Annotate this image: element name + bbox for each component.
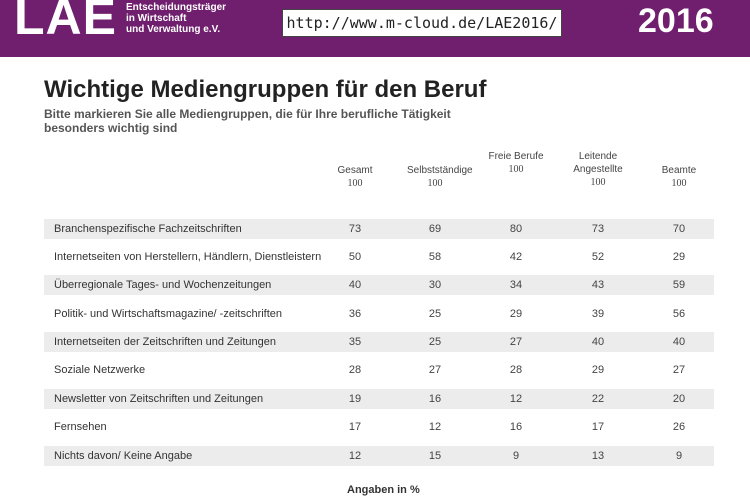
column-base: 100 xyxy=(427,178,443,189)
table-cell: 56 xyxy=(672,308,686,320)
row-label: Überregionale Tages- und Wochenzeitungen xyxy=(54,279,272,291)
table-row: Politik- und Wirtschaftsmagazine/ -zeits… xyxy=(44,304,714,324)
table-cell: 34 xyxy=(509,279,523,291)
table-cell: 19 xyxy=(348,393,362,405)
table-cell: 9 xyxy=(675,450,683,462)
chart-subtitle: Bitte markieren Sie alle Mediengruppen, … xyxy=(44,107,451,135)
table-cell: 17 xyxy=(348,421,362,433)
table-cell: 12 xyxy=(348,450,362,462)
table-cell: 12 xyxy=(428,421,442,433)
table-cell: 29 xyxy=(509,308,523,320)
table-cell: 42 xyxy=(509,251,523,263)
row-label: Internetseiten von Herstellern, Händlern… xyxy=(54,251,322,263)
chart-title: Wichtige Mediengruppen für den Beruf xyxy=(44,76,487,103)
table-cell: 29 xyxy=(591,364,605,376)
table-row: Newsletter von Zeitschriften und Zeitung… xyxy=(44,389,714,409)
table-row: Internetseiten von Herstellern, Händlern… xyxy=(44,247,714,267)
tagline-line: und Verwaltung e.V. xyxy=(126,24,221,35)
table-row: Fernsehen 17 12 16 17 26 xyxy=(44,417,714,437)
column-name: Selbstständige xyxy=(407,165,473,176)
table-cell: 27 xyxy=(672,364,686,376)
table-cell: 40 xyxy=(348,279,362,291)
table-cell: 22 xyxy=(591,393,605,405)
url-link[interactable]: http://www.m-cloud.de/LAE2016/ xyxy=(282,9,562,37)
column-name: Leitende Angestellte xyxy=(573,151,623,175)
lae-logo: LAE xyxy=(14,0,117,45)
row-label: Internetseiten der Zeitschriften und Zei… xyxy=(54,336,276,348)
logo-tagline: Entscheidungsträger in Wirtschaft und Ve… xyxy=(126,2,226,35)
table-cell: 29 xyxy=(672,251,686,263)
column-base: 100 xyxy=(590,177,606,188)
row-label: Nichts davon/ Keine Angabe xyxy=(54,450,193,462)
table-cell: 52 xyxy=(591,251,605,263)
column-header: Selbstständige 100 xyxy=(387,164,483,190)
table-cell: 16 xyxy=(509,421,523,433)
table-row: Soziale Netzwerke 28 27 28 29 27 xyxy=(44,360,714,380)
table-row: Überregionale Tages- und Wochenzeitungen… xyxy=(44,275,714,295)
table-cell: 26 xyxy=(672,421,686,433)
row-label: Soziale Netzwerke xyxy=(54,364,146,376)
row-label: Newsletter von Zeitschriften und Zeitung… xyxy=(54,393,264,405)
column-base: 100 xyxy=(347,178,363,189)
column-name: Freie Berufe xyxy=(488,151,544,162)
table-cell: 73 xyxy=(348,223,362,235)
table-cell: 13 xyxy=(591,450,605,462)
column-base: 100 xyxy=(671,178,687,189)
tagline-line: in Wirtschaft xyxy=(126,13,187,24)
table-cell: 30 xyxy=(428,279,442,291)
table-cell: 27 xyxy=(428,364,442,376)
table-cell: 80 xyxy=(509,223,523,235)
column-name: Gesamt xyxy=(337,165,373,176)
table-cell: 39 xyxy=(591,308,605,320)
column-header: Leitende Angestellte 100 xyxy=(550,150,646,189)
year-label: 2016 xyxy=(638,2,714,40)
header-banner: LAE Entscheidungsträger in Wirtschaft un… xyxy=(0,0,750,57)
table-cell: 28 xyxy=(509,364,523,376)
row-label: Politik- und Wirtschaftsmagazine/ -zeits… xyxy=(54,308,283,320)
table-cell: 70 xyxy=(672,223,686,235)
tagline-line: Entscheidungsträger xyxy=(126,2,227,13)
table-row: Branchenspezifische Fachzeitschriften 73 6… xyxy=(44,219,714,239)
table-cell: 43 xyxy=(591,279,605,291)
table-cell: 40 xyxy=(591,336,605,348)
table-cell: 40 xyxy=(672,336,686,348)
column-header: Gesamt 100 xyxy=(307,164,403,190)
column-name: Beamte xyxy=(661,165,697,176)
row-label: Branchenspezifische Fachzeitschriften xyxy=(54,223,242,235)
table-cell: 9 xyxy=(512,450,520,462)
table-cell: 69 xyxy=(428,223,442,235)
table-row: Internetseiten der Zeitschriften und Zei… xyxy=(44,332,714,352)
table-cell: 25 xyxy=(428,336,442,348)
table-cell: 36 xyxy=(348,308,362,320)
table-row: Nichts davon/ Keine Angabe 12 15 9 13 9 xyxy=(44,446,714,466)
table-cell: 27 xyxy=(509,336,523,348)
column-base: 100 xyxy=(508,164,524,175)
column-header: Beamte 100 xyxy=(631,164,727,190)
table-cell: 17 xyxy=(591,421,605,433)
table-cell: 12 xyxy=(509,393,523,405)
table-cell: 58 xyxy=(428,251,442,263)
table-cell: 20 xyxy=(672,393,686,405)
table-cell: 35 xyxy=(348,336,362,348)
row-label: Fernsehen xyxy=(54,421,107,433)
table-cell: 16 xyxy=(428,393,442,405)
table-cell: 28 xyxy=(348,364,362,376)
table-cell: 15 xyxy=(428,450,442,462)
table-cell: 59 xyxy=(672,279,686,291)
table-cell: 25 xyxy=(428,308,442,320)
table-cell: 73 xyxy=(591,223,605,235)
table-cell: 50 xyxy=(348,251,362,263)
unit-note: Angaben in % xyxy=(347,484,420,496)
column-header: Freie Berufe 100 xyxy=(468,150,564,176)
